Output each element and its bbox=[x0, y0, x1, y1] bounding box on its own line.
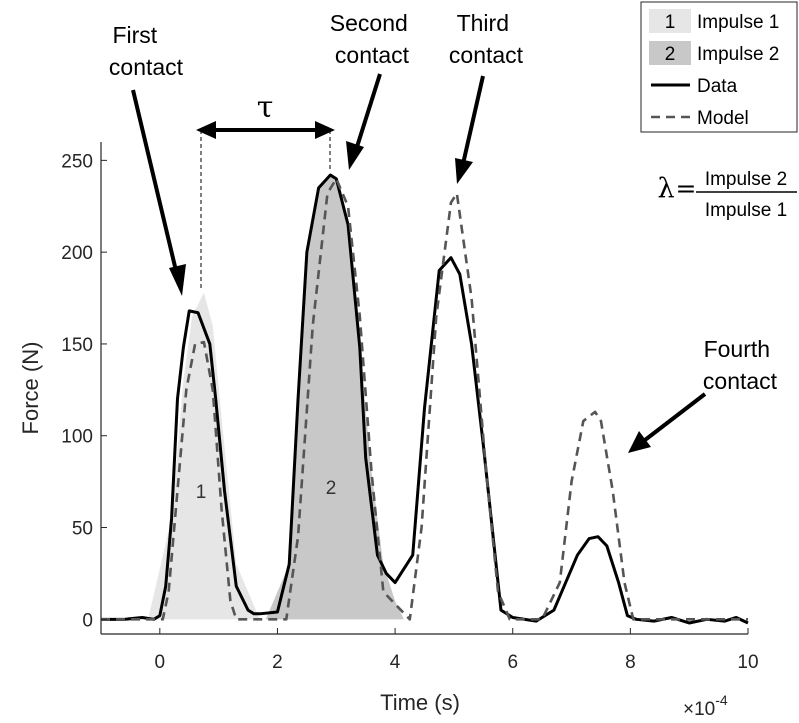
y-tick-label: 200 bbox=[61, 243, 93, 264]
legend-items: 1 Impulse 1 2 Impulse 2 Data Model bbox=[649, 9, 779, 129]
x-axis-label: Time (s) bbox=[380, 690, 460, 715]
legend-item-data: Data bbox=[651, 76, 738, 97]
legend-label: Impulse 2 bbox=[697, 44, 779, 65]
x-exponent-power: -4 bbox=[715, 692, 728, 708]
data-series-line bbox=[101, 173, 749, 625]
legend-label: Data bbox=[697, 76, 738, 97]
series-lines bbox=[101, 173, 749, 625]
second-contact-arrow bbox=[354, 73, 382, 151]
y-tick-label: 50 bbox=[72, 519, 93, 540]
legend-swatch bbox=[649, 9, 691, 33]
first-contact-arrowhead bbox=[169, 264, 186, 296]
ratio-numerator: Impulse 2 bbox=[705, 169, 787, 190]
x-tick-label: 8 bbox=[625, 652, 636, 673]
fourth-contact-label: Fourth contact bbox=[703, 336, 778, 394]
second-contact-arrowhead bbox=[346, 141, 364, 170]
impulse-regions bbox=[148, 175, 404, 620]
contact-annotations: First contact Second contact Third conta… bbox=[109, 10, 778, 453]
x-tick-label: 2 bbox=[272, 652, 283, 673]
legend: 1 Impulse 1 2 Impulse 2 Data Model bbox=[640, 1, 798, 133]
x-tick-label: 10 bbox=[737, 652, 758, 673]
x-exponent-label: ×10-4 bbox=[683, 692, 728, 720]
y-tick-label: 150 bbox=[61, 335, 93, 356]
tau-arrow-right-head bbox=[315, 121, 335, 139]
x-ticks: 0 2 4 6 8 10 bbox=[155, 628, 759, 673]
third-contact-arrowhead bbox=[455, 158, 473, 184]
legend-label: Model bbox=[697, 108, 749, 129]
ratio-denominator: Impulse 1 bbox=[705, 200, 787, 221]
axes: 0 2 4 6 8 10 0 50 100 150 200 250 Time (s) Force (… bbox=[18, 142, 759, 720]
x-tick-label: 0 bbox=[155, 652, 166, 673]
y-tick-label: 100 bbox=[61, 427, 93, 448]
third-contact-label: Third contact bbox=[449, 10, 524, 68]
model-series-line bbox=[101, 177, 748, 621]
y-tick-label: 0 bbox=[82, 610, 93, 631]
impulse-1-region bbox=[148, 292, 260, 620]
first-contact-arrow bbox=[131, 89, 179, 276]
lambda-symbol: λ bbox=[657, 173, 674, 204]
fourth-contact-arrow bbox=[643, 392, 707, 442]
second-contact-label: Second contact bbox=[330, 10, 414, 68]
y-ticks: 0 50 100 150 200 250 bbox=[61, 151, 107, 631]
first-contact-label: First contact bbox=[109, 22, 184, 80]
y-tick-label: 250 bbox=[61, 151, 93, 172]
y-axis-label: Force (N) bbox=[18, 342, 43, 435]
tau-label: τ bbox=[257, 90, 274, 125]
lambda-ratio-formula: λ = Impulse 2 Impulse 1 bbox=[657, 169, 797, 221]
equals-sign: = bbox=[676, 174, 697, 203]
legend-item-model: Model bbox=[651, 108, 749, 129]
legend-item-impulse-2: 2 Impulse 2 bbox=[649, 41, 779, 65]
third-contact-arrow bbox=[461, 75, 485, 165]
legend-swatch bbox=[649, 41, 691, 65]
legend-swatch-label: 1 bbox=[665, 12, 676, 33]
x-exponent-base: ×10 bbox=[683, 699, 715, 720]
legend-label: Impulse 1 bbox=[697, 12, 779, 33]
legend-item-impulse-1: 1 Impulse 1 bbox=[649, 9, 779, 33]
fourth-contact-arrowhead bbox=[628, 431, 651, 453]
impulse-2-region bbox=[265, 175, 404, 620]
x-tick-label: 6 bbox=[507, 652, 518, 673]
tau-marker: τ bbox=[196, 90, 335, 290]
impulse-1-region-label: 1 bbox=[196, 482, 207, 503]
impulse-2-region-label: 2 bbox=[326, 478, 337, 499]
tau-arrow-left-head bbox=[196, 121, 216, 139]
legend-swatch-label: 2 bbox=[665, 44, 676, 65]
x-tick-label: 4 bbox=[390, 652, 401, 673]
impulse-region-labels: 1 2 bbox=[196, 478, 337, 503]
